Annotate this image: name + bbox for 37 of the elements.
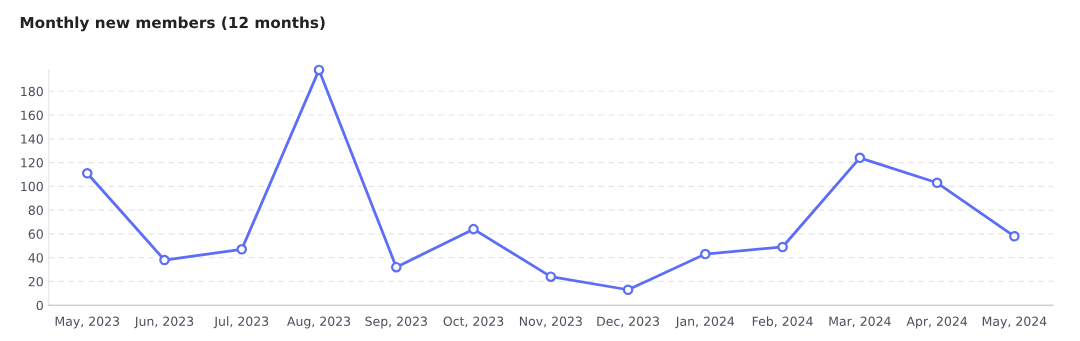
x-tick-label: Aug, 2023 bbox=[287, 316, 351, 329]
y-tick-label: 180 bbox=[21, 86, 43, 97]
x-tick-label: Jun, 2023 bbox=[134, 316, 194, 329]
point bbox=[931, 177, 943, 189]
point bbox=[622, 284, 634, 296]
point bbox=[313, 64, 325, 76]
point bbox=[1009, 231, 1020, 242]
y-tick-label: 20 bbox=[28, 276, 43, 287]
y-tick-label: 160 bbox=[21, 110, 43, 120]
x-tick-label: Apr, 2024 bbox=[906, 316, 968, 329]
y-tick-label: 120 bbox=[21, 158, 43, 168]
point bbox=[236, 244, 248, 255]
y-tick-label: 140 bbox=[21, 134, 43, 144]
point bbox=[545, 271, 557, 282]
x-tick-label: Jan, 2024 bbox=[675, 316, 735, 329]
x-tick-label: Dec, 2023 bbox=[597, 316, 660, 328]
point bbox=[391, 261, 402, 273]
point bbox=[777, 241, 788, 253]
point bbox=[81, 168, 93, 179]
x-tick-label: Mar, 2024 bbox=[829, 316, 891, 328]
x-tick-label: Feb, 2024 bbox=[752, 316, 813, 328]
x-tick-label: May, 2023 bbox=[55, 316, 120, 329]
y-tick-label: 60 bbox=[28, 229, 43, 239]
chart-title: Monthly new members (12 months) bbox=[20, 16, 325, 32]
point bbox=[468, 223, 479, 235]
y-tick-label: 100 bbox=[21, 181, 43, 192]
y-tick-label: 0 bbox=[36, 300, 43, 311]
x-tick-label: Oct, 2023 bbox=[443, 316, 504, 328]
point bbox=[854, 152, 866, 164]
y-tick-label: 40 bbox=[28, 253, 43, 263]
x-tick-label: Jul, 2023 bbox=[213, 316, 269, 329]
point bbox=[159, 254, 170, 266]
x-tick-label: Sep, 2023 bbox=[365, 316, 427, 329]
point bbox=[700, 248, 711, 260]
x-tick-label: May, 2024 bbox=[982, 316, 1047, 329]
y-tick-label: 80 bbox=[28, 205, 43, 216]
x-tick-label: Nov, 2023 bbox=[519, 316, 582, 328]
